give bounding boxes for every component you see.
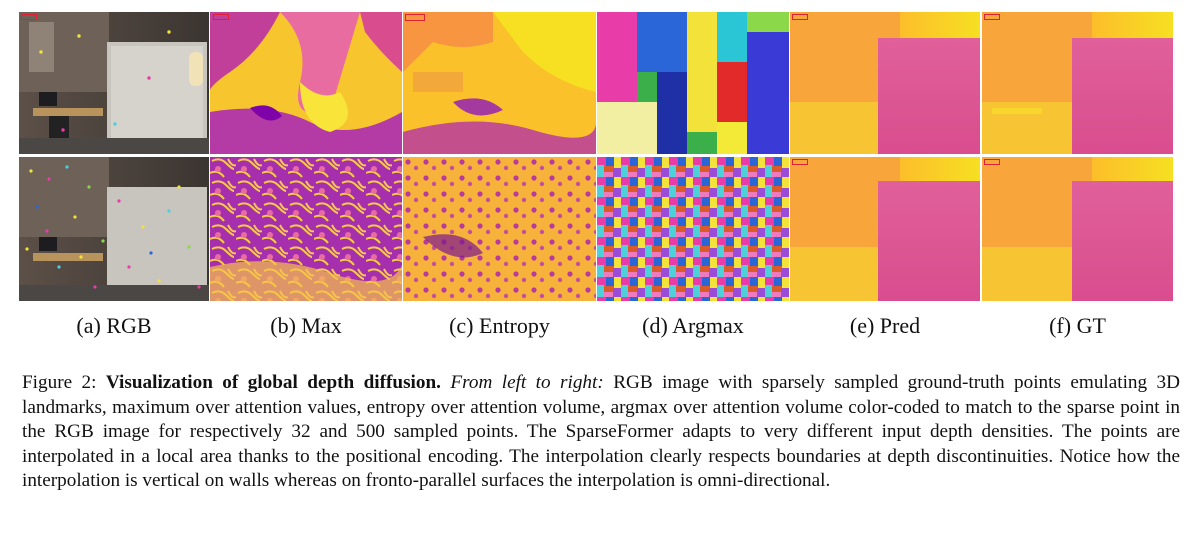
panel-entropy-32 [403,12,596,154]
panel-argmax-500 [597,157,789,301]
panel-pred-500 [790,157,980,301]
panel-rgb-32 [19,12,209,154]
label-entropy: (c) Entropy [449,313,550,338]
caption-title: Visualization of global depth diffusion. [105,372,441,393]
panel-gt-32 [982,12,1173,154]
panel-gt-500 [982,157,1173,301]
label-pred: (e) Pred [849,313,921,338]
panel-max-32 [210,12,402,154]
caption-body: RGB image with sparsely sampled ground-t… [22,372,1181,492]
panel-max-500 [210,157,402,301]
panel-rgb-500 [19,157,209,301]
label-gt: (f) GT [1049,313,1106,338]
label-argmax: (d) Argmax [642,313,744,338]
panel-argmax-32 [597,12,789,154]
figure-caption: Figure 2: Visualization of global depth … [22,371,1180,494]
label-max: (b) Max [270,313,342,338]
caption-emphasis: From left to right: [450,372,604,393]
panel-entropy-500 [403,157,596,301]
panel-pred-32 [790,12,980,154]
caption-label: Figure 2: [22,372,97,393]
label-rgb: (a) RGB [76,313,152,338]
